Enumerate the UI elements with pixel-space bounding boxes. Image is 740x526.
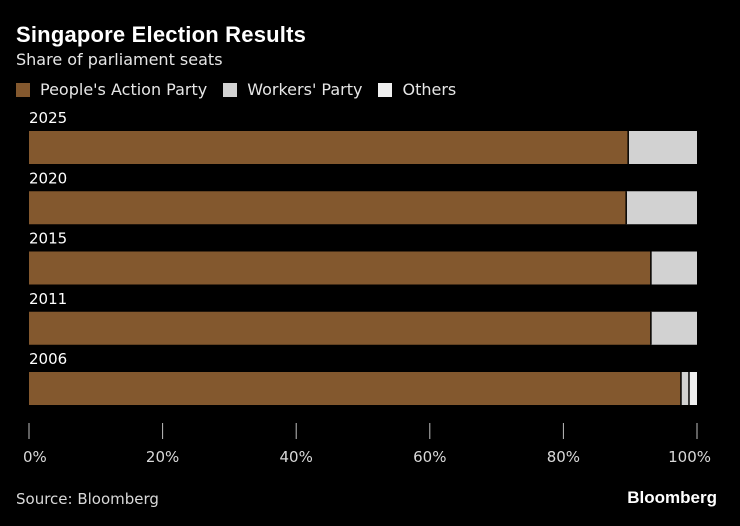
x-tick-label-2: 40%	[280, 448, 313, 466]
year-label-2025: 2025	[29, 109, 67, 127]
year-label-2020: 2020	[29, 169, 67, 187]
year-label-2011: 2011	[29, 290, 67, 308]
bar-2006-series-2	[688, 372, 697, 405]
source-note: Source: Bloomberg	[16, 490, 159, 508]
legend-label-pap: People's Action Party	[40, 80, 208, 99]
chart-subtitle: Share of parliament seats	[16, 50, 223, 69]
bar-2015-series-1	[650, 251, 697, 285]
bar-2006-series-0	[29, 372, 681, 405]
bar-2011-series-0	[29, 311, 651, 345]
bar-2020-series-1	[626, 191, 697, 225]
x-tick-label-0: 0%	[23, 448, 47, 466]
bloomberg-logo: Bloomberg	[627, 488, 717, 507]
x-tick-label-5: 100%	[668, 448, 711, 466]
legend-swatch-pap	[16, 82, 30, 97]
chart-legend: People's Action Party Workers' Party Oth…	[16, 80, 472, 99]
bar-2025-series-0	[29, 131, 629, 164]
x-tick-label-3: 60%	[413, 448, 446, 466]
legend-swatch-wp	[223, 82, 238, 97]
legend-label-others: Others	[402, 80, 457, 99]
legend-swatch-others	[378, 82, 393, 97]
x-tick-label-4: 80%	[547, 448, 580, 466]
legend-label-wp: Workers' Party	[247, 80, 363, 99]
bar-2020-series-0	[29, 191, 627, 225]
chart-title: Singapore Election Results	[16, 22, 307, 47]
bar-2025-series-1	[628, 131, 697, 164]
x-tick-label-1: 20%	[146, 448, 179, 466]
legend-item-pap: People's Action Party	[16, 80, 207, 99]
bar-2015-series-0	[29, 251, 651, 285]
legend-item-wp: Workers' Party	[223, 80, 362, 99]
bar-2011-series-1	[650, 311, 697, 345]
year-label-2015: 2015	[29, 230, 67, 248]
bar-2006-series-1	[680, 372, 689, 405]
legend-item-others: Others	[378, 80, 456, 99]
year-label-2006: 2006	[29, 350, 67, 368]
